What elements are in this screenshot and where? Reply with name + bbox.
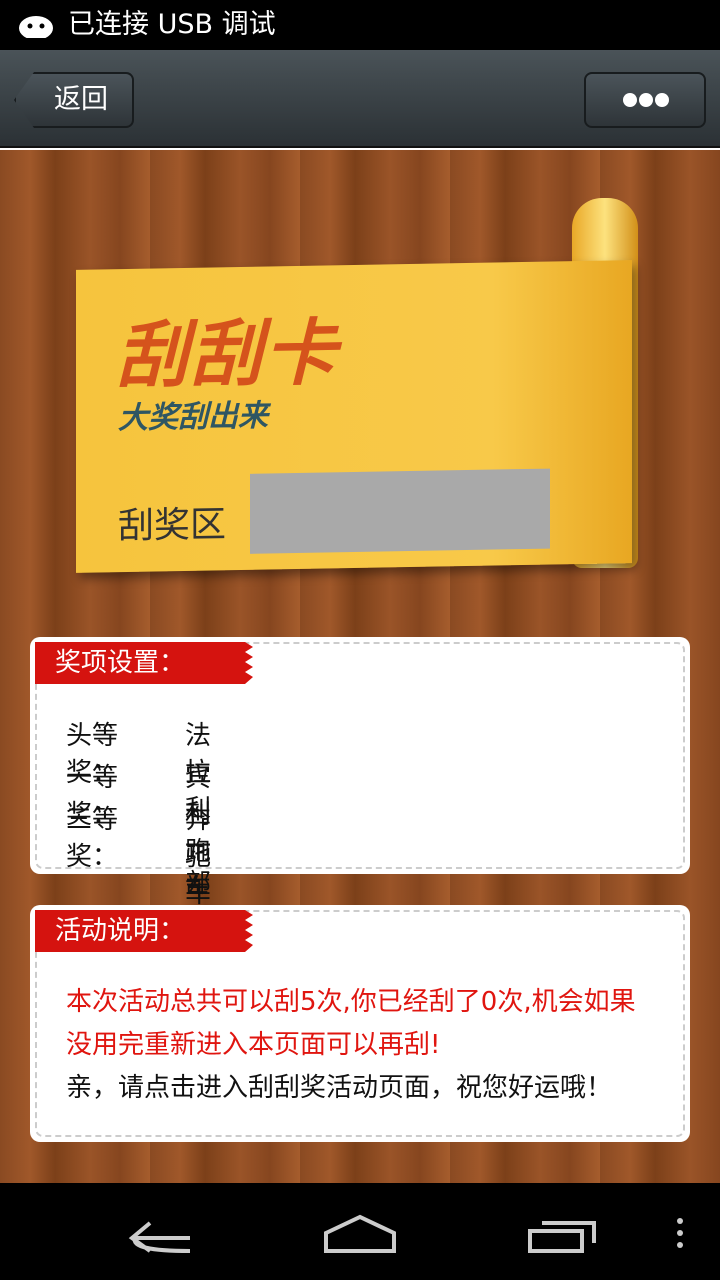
system-nav-bar — [0, 1183, 720, 1280]
panel-border — [35, 910, 685, 1137]
panel-border — [35, 642, 685, 869]
recent-icon[interactable] — [528, 1229, 584, 1253]
prize-name: 宾利跑车 — [185, 763, 212, 904]
prize-level: 一等奖： — [66, 763, 119, 830]
card-subtitle: 大奖刮出来 — [118, 398, 268, 437]
rules-notice: 本次活动总共可以刮5次,你已经刮了0次,机会如果没用完重新进入本页面可以再刮! — [66, 987, 636, 1060]
scratch-card: 刮刮卡 大奖刮出来 刮奖区 — [76, 260, 632, 573]
prize-level: 头等奖： — [66, 721, 119, 788]
status-text: 已连接 USB 调试 — [68, 9, 276, 40]
status-bar: 已连接 USB 调试 — [0, 0, 720, 50]
scratch-label: 刮奖区 — [118, 504, 227, 548]
back-button[interactable]: 返回 — [14, 72, 134, 128]
card-title: 刮刮卡 — [116, 310, 339, 399]
menu-button[interactable] — [584, 72, 706, 128]
menu-dots — [623, 93, 669, 107]
home-icon[interactable] — [324, 1214, 396, 1253]
scratch-area[interactable] — [250, 468, 550, 554]
overflow-icon[interactable] — [677, 1218, 683, 1248]
rules-panel: 活动说明： 本次活动总共可以刮5次,你已经刮了0次,机会如果没用完重新进入本页面… — [30, 905, 690, 1142]
prize-heading: 奖项设置： — [35, 642, 253, 684]
android-icon — [19, 16, 53, 38]
rules-heading: 活动说明： — [35, 910, 253, 952]
prize-name: 法拉利一部 — [185, 721, 212, 899]
rules-greeting: 亲，请点击进入刮刮奖活动页面，祝您好运哦！ — [66, 1073, 613, 1103]
prize-level: 三等奖： — [66, 805, 119, 872]
nav-icons — [128, 1214, 683, 1253]
back-icon[interactable] — [128, 1221, 191, 1253]
nav-bar: 返回 — [0, 50, 720, 148]
